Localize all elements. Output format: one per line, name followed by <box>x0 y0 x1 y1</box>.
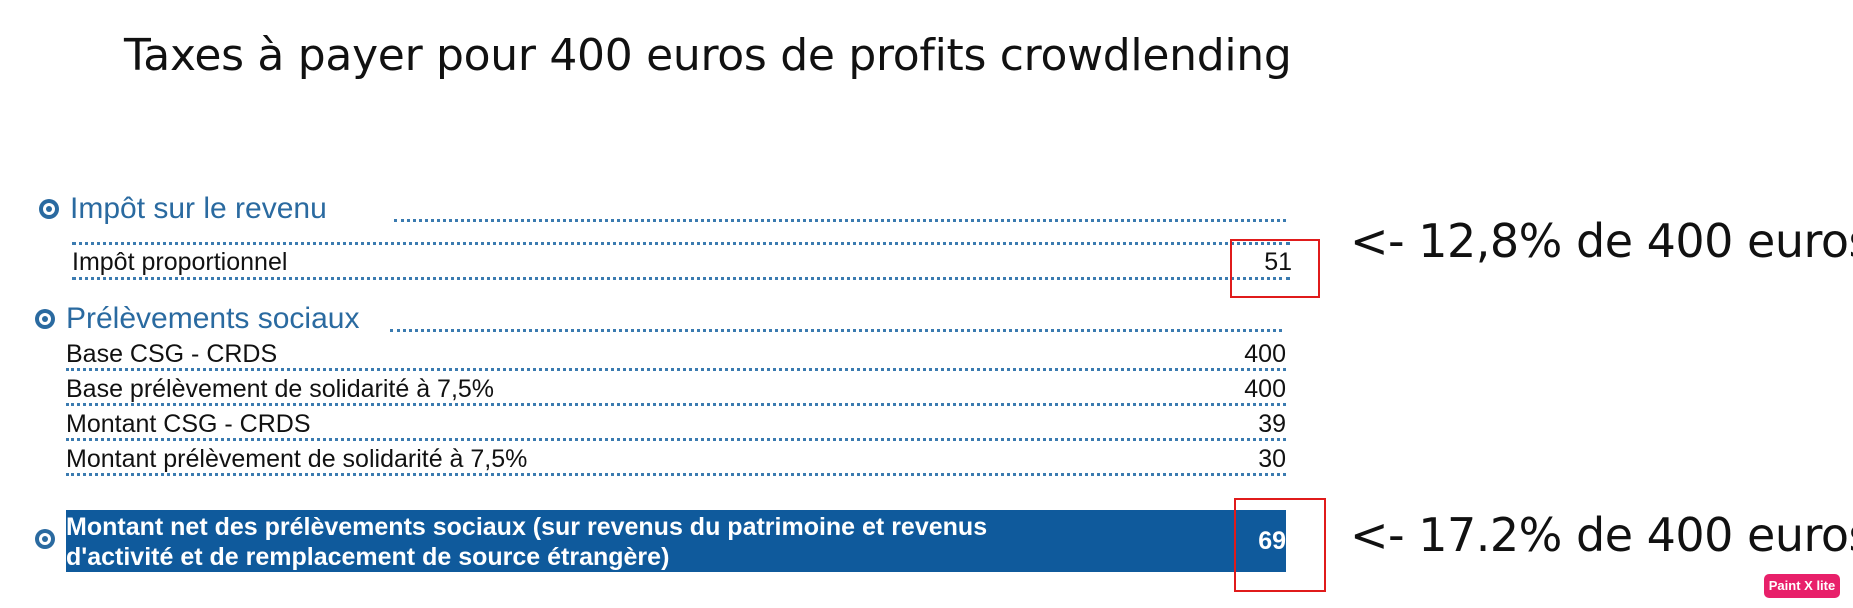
row-label: Impôt proportionnel <box>72 248 288 276</box>
table-row: Base CSG - CRDS 400 <box>66 340 1286 369</box>
income-tax-annotation: <- 12,8% de 400 euros <box>1350 214 1853 268</box>
net-total-label-line1: Montant net des prélèvements sociaux (su… <box>66 513 988 541</box>
row-value: 30 <box>1258 445 1286 473</box>
row-label: Montant prélèvement de solidarité à 7,5% <box>66 445 528 473</box>
row-value: 51 <box>1264 248 1292 276</box>
dotted-divider <box>66 403 1286 406</box>
section-bullet-icon <box>40 200 58 218</box>
social-heading: Prélèvements sociaux <box>66 302 360 335</box>
social-section-header: Prélèvements sociaux <box>36 302 359 336</box>
table-row: Impôt proportionnel 51 <box>72 248 1292 277</box>
net-total-label-line2: d'activité et de remplacement de source … <box>66 543 670 571</box>
dotted-divider <box>72 277 1290 280</box>
dotted-divider <box>66 473 1286 476</box>
dotted-divider <box>72 242 1290 245</box>
section-bullet-icon <box>36 310 54 328</box>
dotted-divider <box>66 438 1286 441</box>
net-total-row: Montant net des prélèvements sociaux (su… <box>66 510 1286 572</box>
table-row: Montant prélèvement de solidarité à 7,5%… <box>66 445 1286 474</box>
net-total-label: Montant net des prélèvements sociaux (su… <box>66 512 1066 572</box>
income-tax-section-header: Impôt sur le revenu <box>40 192 327 226</box>
row-value: 39 <box>1258 410 1286 438</box>
watermark-badge: Paint X lite <box>1764 574 1840 598</box>
dotted-divider <box>66 368 1286 371</box>
income-tax-heading: Impôt sur le revenu <box>70 192 327 225</box>
page-title: Taxes à payer pour 400 euros de profits … <box>124 30 1292 81</box>
row-label: Base CSG - CRDS <box>66 340 278 368</box>
dotted-divider <box>394 219 1286 222</box>
dotted-divider <box>390 329 1282 332</box>
net-total-value: 69 <box>1258 527 1286 555</box>
row-label: Base prélèvement de solidarité à 7,5% <box>66 375 495 403</box>
row-value: 400 <box>1244 375 1286 403</box>
table-row: Montant CSG - CRDS 39 <box>66 410 1286 439</box>
section-bullet-icon <box>36 530 54 548</box>
red-highlight-box <box>1234 498 1326 592</box>
row-label: Montant CSG - CRDS <box>66 410 311 438</box>
social-annotation: <- 17.2% de 400 euros <box>1350 508 1853 562</box>
table-row: Base prélèvement de solidarité à 7,5% 40… <box>66 375 1286 404</box>
row-value: 400 <box>1244 340 1286 368</box>
red-highlight-box <box>1230 239 1320 298</box>
